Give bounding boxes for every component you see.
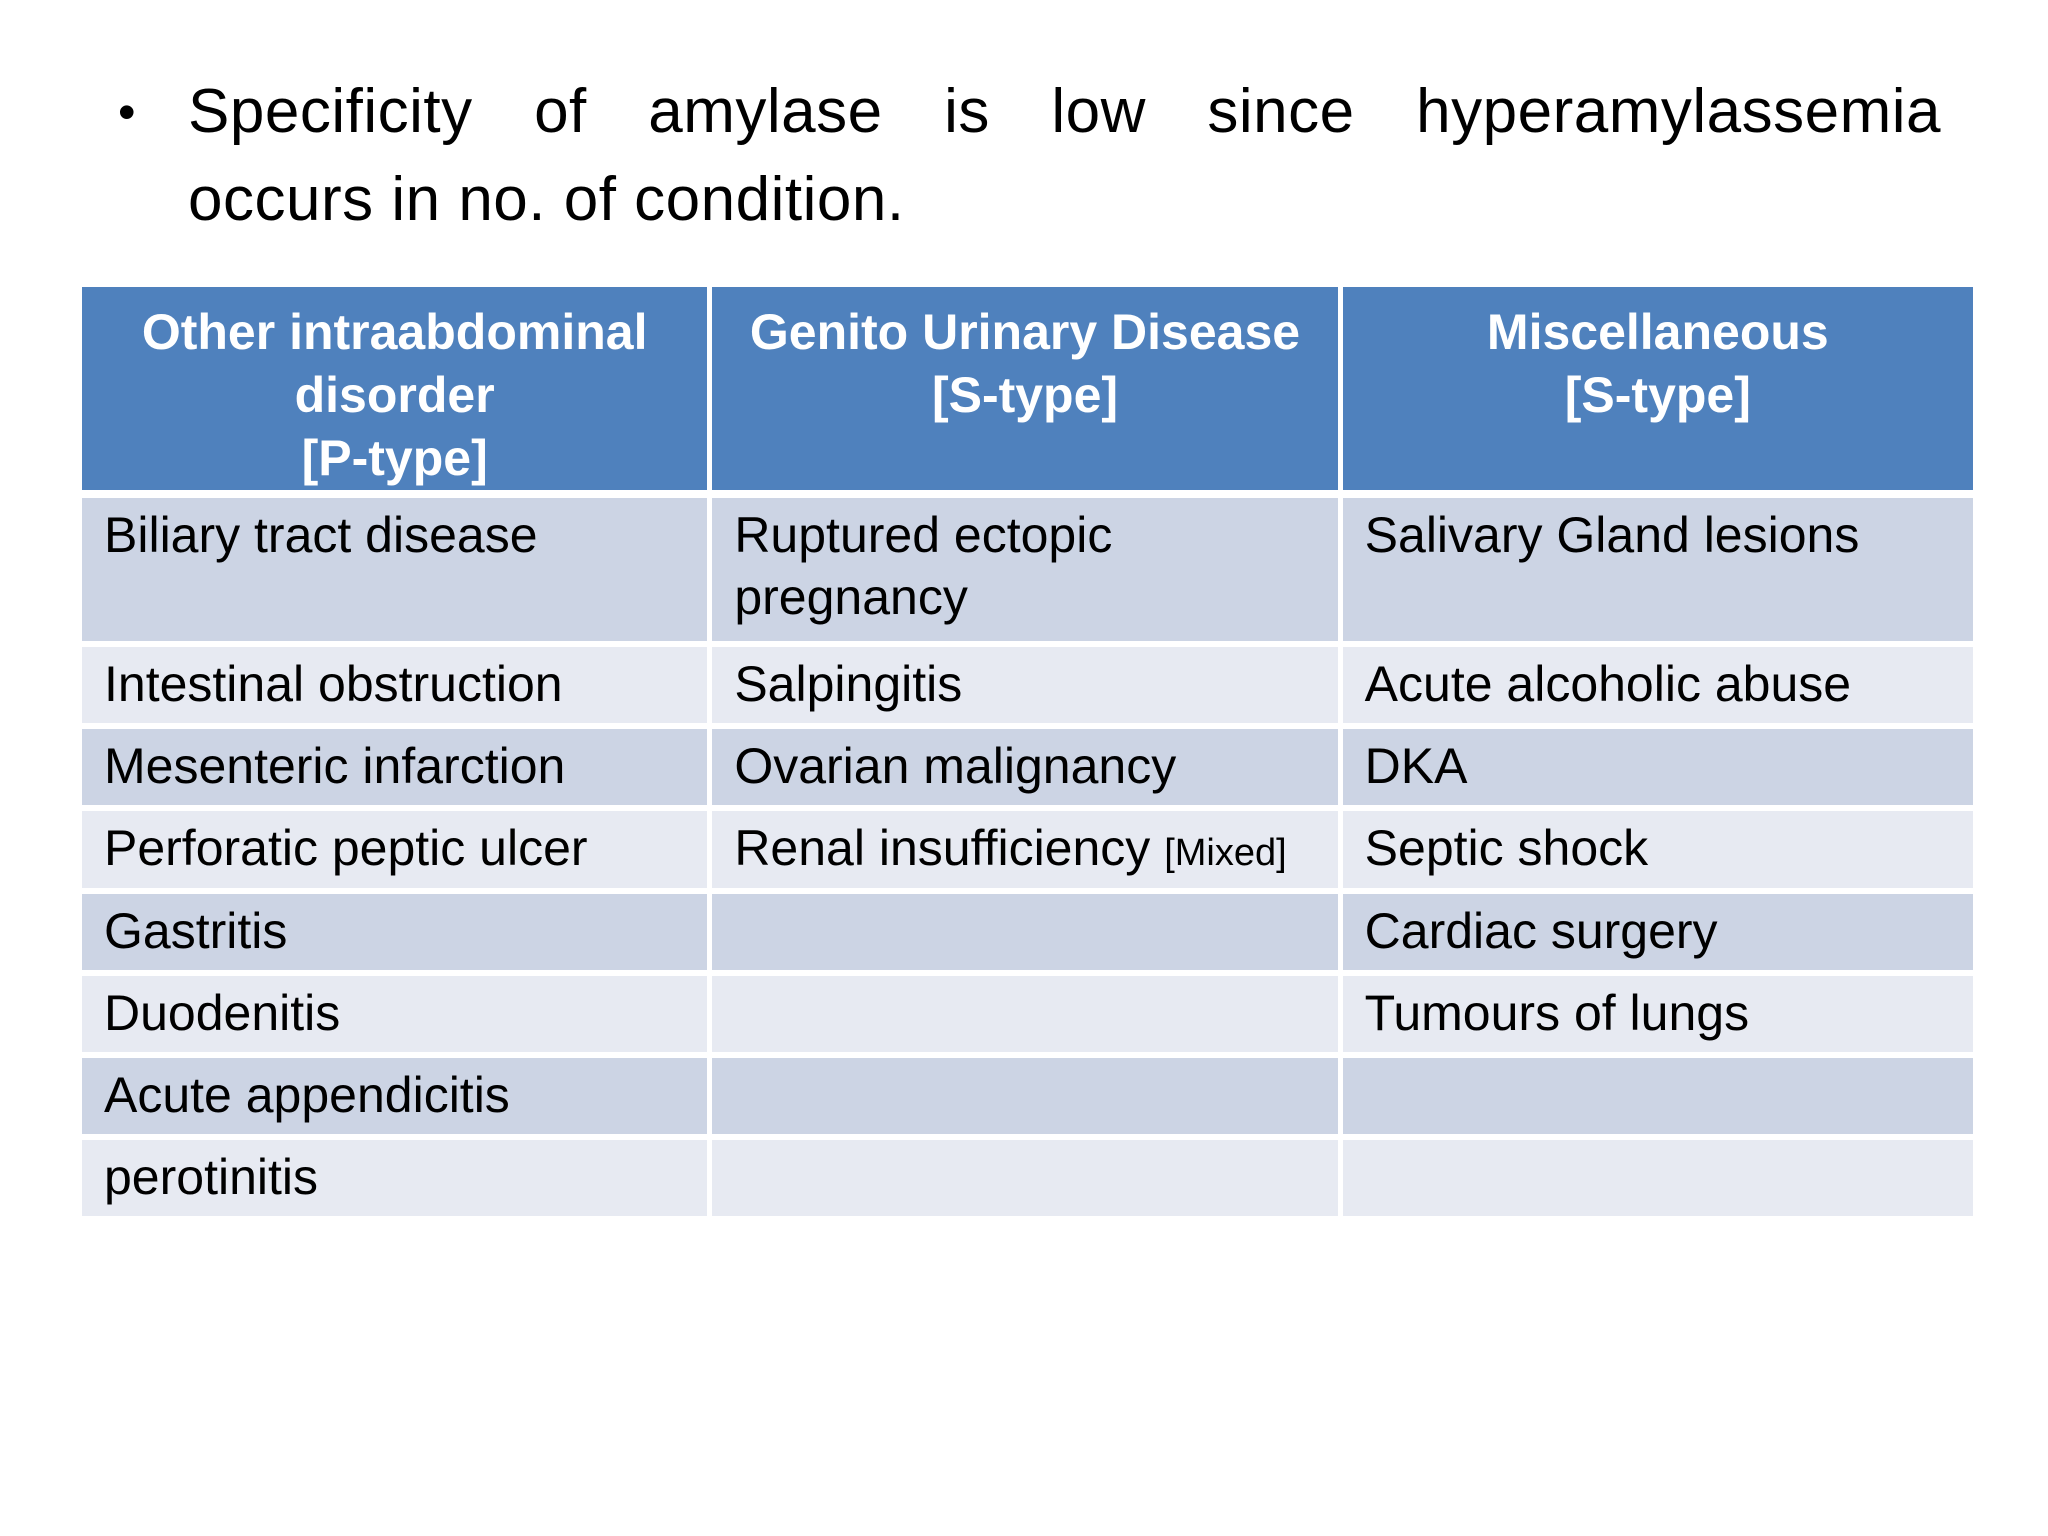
table-cell bbox=[1342, 1058, 1973, 1140]
heading-line-1: Specificity of amylase is low since hype… bbox=[188, 77, 1941, 146]
slide-heading: • Specificity of amylase is low since hy… bbox=[118, 68, 1941, 244]
table-cell: Acute appendicitis bbox=[82, 1058, 713, 1140]
heading-line-2: occurs in no. of condition. bbox=[188, 165, 905, 234]
table-cell bbox=[712, 894, 1343, 976]
table-cell-renal-insufficiency: Renal insufficiency [Mixed] bbox=[712, 811, 1343, 894]
table-row: Biliary tract disease Ruptured ectopic p… bbox=[82, 498, 1973, 647]
table-row: perotinitis bbox=[82, 1140, 1973, 1216]
table-row: Mesenteric infarction Ovarian malignancy… bbox=[82, 729, 1973, 811]
table-cell: Intestinal obstruction bbox=[82, 647, 713, 729]
header-line: Other intraabdominal bbox=[141, 304, 648, 360]
table-row: Intestinal obstruction Salpingitis Acute… bbox=[82, 647, 1973, 729]
table-cell: Salpingitis bbox=[712, 647, 1343, 729]
table-cell: Gastritis bbox=[82, 894, 713, 976]
table-cell: Tumours of lungs bbox=[1342, 976, 1973, 1058]
table-cell: Ruptured ectopic pregnancy bbox=[712, 498, 1343, 647]
header-line: [S-type] bbox=[931, 367, 1119, 423]
table-cell bbox=[1342, 1140, 1973, 1216]
header-line: Genito Urinary Disease bbox=[749, 304, 1301, 360]
header-line: [S-type] bbox=[1564, 367, 1751, 423]
table-cell: Biliary tract disease bbox=[82, 498, 713, 647]
table-cell: DKA bbox=[1342, 729, 1973, 811]
table-cell: Duodenitis bbox=[82, 976, 713, 1058]
table-cell: Salivary Gland lesions bbox=[1342, 498, 1973, 647]
table-row: Acute appendicitis bbox=[82, 1058, 1973, 1140]
column-header-genito-urinary: Genito Urinary Disease [S-type] bbox=[712, 287, 1343, 498]
mixed-type-tag: [Mixed] bbox=[1164, 832, 1287, 874]
table-cell bbox=[712, 1140, 1343, 1216]
table-cell: Perforatic peptic ulcer bbox=[82, 811, 713, 894]
table-row: Perforatic peptic ulcer Renal insufficie… bbox=[82, 811, 1973, 894]
table-cell: Mesenteric infarction bbox=[82, 729, 713, 811]
table-cell bbox=[712, 976, 1343, 1058]
table-cell: perotinitis bbox=[82, 1140, 713, 1216]
hyperamylasemia-causes-table: Other intraabdominal disorder [P-type] G… bbox=[82, 287, 1973, 1216]
table-cell: Septic shock bbox=[1342, 811, 1973, 894]
table-header-row: Other intraabdominal disorder [P-type] G… bbox=[82, 287, 1973, 498]
table-cell: Cardiac surgery bbox=[1342, 894, 1973, 976]
heading-text: Specificity of amylase is low since hype… bbox=[188, 68, 1941, 244]
table-row: Gastritis Cardiac surgery bbox=[82, 894, 1973, 976]
header-line: [P-type] bbox=[301, 430, 488, 486]
table-row: Duodenitis Tumours of lungs bbox=[82, 976, 1973, 1058]
cell-text: Renal insufficiency bbox=[734, 820, 1165, 876]
bullet-glyph: • bbox=[118, 84, 136, 140]
table-cell: Ovarian malignancy bbox=[712, 729, 1343, 811]
table-cell: Acute alcoholic abuse bbox=[1342, 647, 1973, 729]
column-header-intraabdominal: Other intraabdominal disorder [P-type] bbox=[82, 287, 713, 498]
table-cell bbox=[712, 1058, 1343, 1140]
column-header-miscellaneous: Miscellaneous [S-type] bbox=[1342, 287, 1973, 498]
header-line: disorder bbox=[294, 367, 495, 423]
header-line: Miscellaneous bbox=[1486, 304, 1829, 360]
